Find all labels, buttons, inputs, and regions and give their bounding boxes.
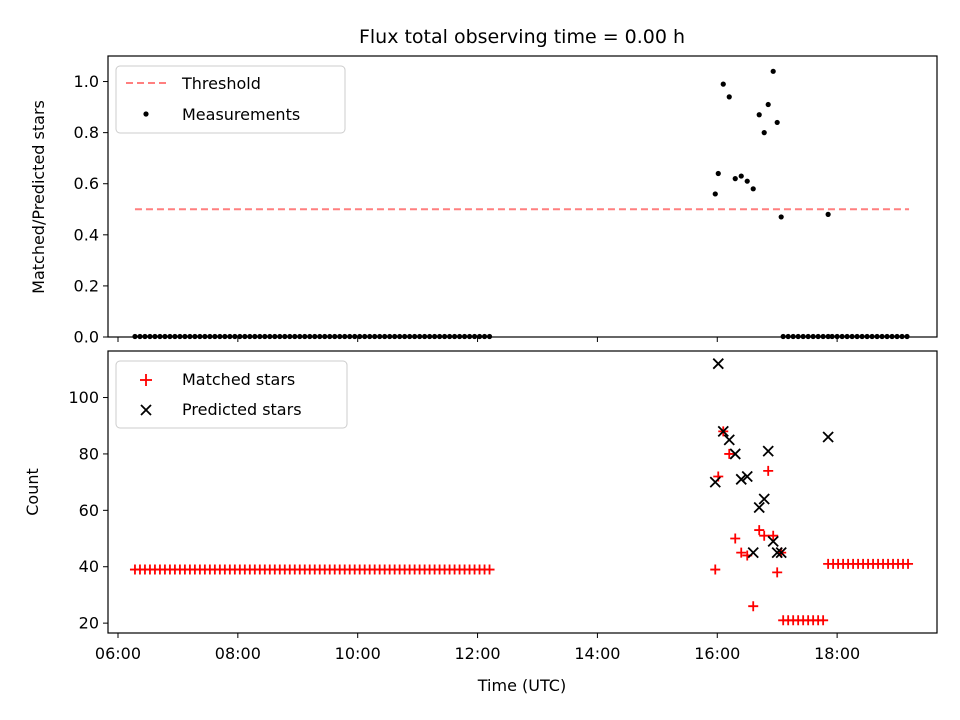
measurement-point: [720, 81, 726, 87]
measurement-point: [765, 101, 771, 108]
top-legend-box: [115, 65, 346, 134]
matched-star-point: [724, 448, 735, 459]
measurement-point: [756, 112, 762, 118]
measurement-point: [825, 211, 831, 217]
measurement-point: [761, 130, 767, 136]
measurement-point: [744, 178, 750, 184]
bottom-y-tick-label: 60: [79, 501, 99, 520]
bottom-y-axis-label: Count: [23, 468, 42, 516]
bottom-y-tick-label: 40: [79, 557, 99, 576]
predicted-star-point: [762, 445, 774, 457]
x-tick-label: 16:00: [694, 644, 740, 663]
matched-star-point: [818, 615, 829, 626]
predicted-star-point: [747, 546, 759, 559]
matched-star-point: [763, 465, 774, 476]
top-y-tick-label: 0.4: [74, 225, 99, 244]
matched-star-point: [484, 564, 495, 575]
legend-matched-swatch: [140, 374, 152, 386]
measurement-point: [738, 173, 744, 179]
legend-matched-label: Matched stars: [182, 370, 295, 389]
x-tick-label: 08:00: [215, 644, 261, 663]
predicted-star-point: [771, 546, 783, 559]
x-tick-label: 06:00: [95, 644, 141, 663]
predicted-star-point: [729, 448, 741, 460]
x-tick-label: 14:00: [574, 644, 620, 663]
top-y-tick-label: 0.6: [74, 174, 99, 193]
legend-predicted-label: Predicted stars: [182, 400, 302, 419]
predicted-star-point: [753, 501, 765, 514]
top-y-tick-label: 0.8: [74, 123, 99, 142]
legend-threshold-label: Threshold: [181, 74, 261, 93]
matched-star-point: [759, 530, 770, 541]
measurement-point: [712, 191, 718, 197]
matched-star-point: [748, 601, 759, 612]
legend-measurements-label: Measurements: [182, 105, 300, 124]
predicted-star-point: [735, 473, 747, 485]
bottom-y-tick-label: 20: [79, 614, 99, 633]
measurement-point: [732, 176, 738, 182]
matched-star-point: [736, 547, 747, 558]
bottom-x-ticks: 06:00 08:00 10:00 12:00 14:00 16:00 18:00: [95, 633, 860, 663]
bottom-plot-area: [129, 358, 914, 626]
predicted-star-point: [822, 431, 834, 443]
top-y-tick-label: 0.0: [74, 328, 99, 347]
top-x-ticks: [117, 337, 838, 342]
matched-star-point: [730, 533, 741, 544]
measurement-point: [774, 119, 780, 126]
x-axis-label: Time (UTC): [477, 676, 566, 695]
bottom-legend-box: [115, 360, 348, 429]
predicted-star-point: [775, 546, 787, 559]
matched-star-point: [772, 567, 783, 578]
top-y-tick-label: 0.2: [74, 276, 99, 295]
bottom-y-tick-label: 80: [79, 444, 99, 463]
figure-title: Flux total observing time = 0.00 h: [359, 26, 685, 48]
predicted-star-point: [709, 476, 721, 488]
top-y-tick-label: 1.0: [74, 72, 99, 91]
bottom-legend: Matched stars Predicted stars: [115, 360, 348, 429]
measurement-point: [726, 94, 732, 100]
x-tick-label: 12:00: [454, 644, 500, 663]
matched-star-point: [768, 530, 779, 541]
top-y-ticks: 0.0 0.2 0.4 0.6 0.8 1.0: [74, 72, 108, 347]
x-tick-label: 18:00: [814, 644, 860, 663]
bottom-y-ticks: 20 40 60 80 100: [68, 388, 108, 633]
legend-predicted-swatch: [140, 404, 152, 416]
measurement-point: [770, 68, 776, 74]
top-legend: Threshold Measurements: [115, 65, 346, 134]
predicted-star-point: [712, 358, 724, 370]
predicted-star-point: [723, 434, 735, 446]
measurement-point: [778, 214, 784, 220]
predicted-star-point: [741, 470, 753, 483]
measurement-point: [750, 186, 756, 192]
bottom-panel: 20 40 60 80 100 06:00 08:00 10:00 12:00 14:00 16:…: [23, 350, 938, 695]
predicted-star-point: [767, 535, 779, 547]
bottom-axes-frame: [107, 350, 938, 634]
top-panel: 0.0 0.2 0.4 0.6 0.8 1.0 Matched/Predicted sta…: [29, 55, 938, 347]
legend-measurements-swatch: [143, 111, 149, 117]
bottom-y-tick-label: 100: [68, 388, 99, 407]
top-axes-frame: [107, 55, 938, 338]
predicted-star-point: [717, 425, 729, 438]
predicted-star-point: [758, 493, 770, 505]
top-y-axis-label: Matched/Predicted stars: [29, 100, 48, 294]
matched-star-point: [754, 525, 765, 536]
matched-star-point: [903, 558, 914, 569]
x-tick-label: 10:00: [335, 644, 381, 663]
measurement-point: [715, 170, 721, 177]
matched-star-point: [710, 564, 721, 575]
